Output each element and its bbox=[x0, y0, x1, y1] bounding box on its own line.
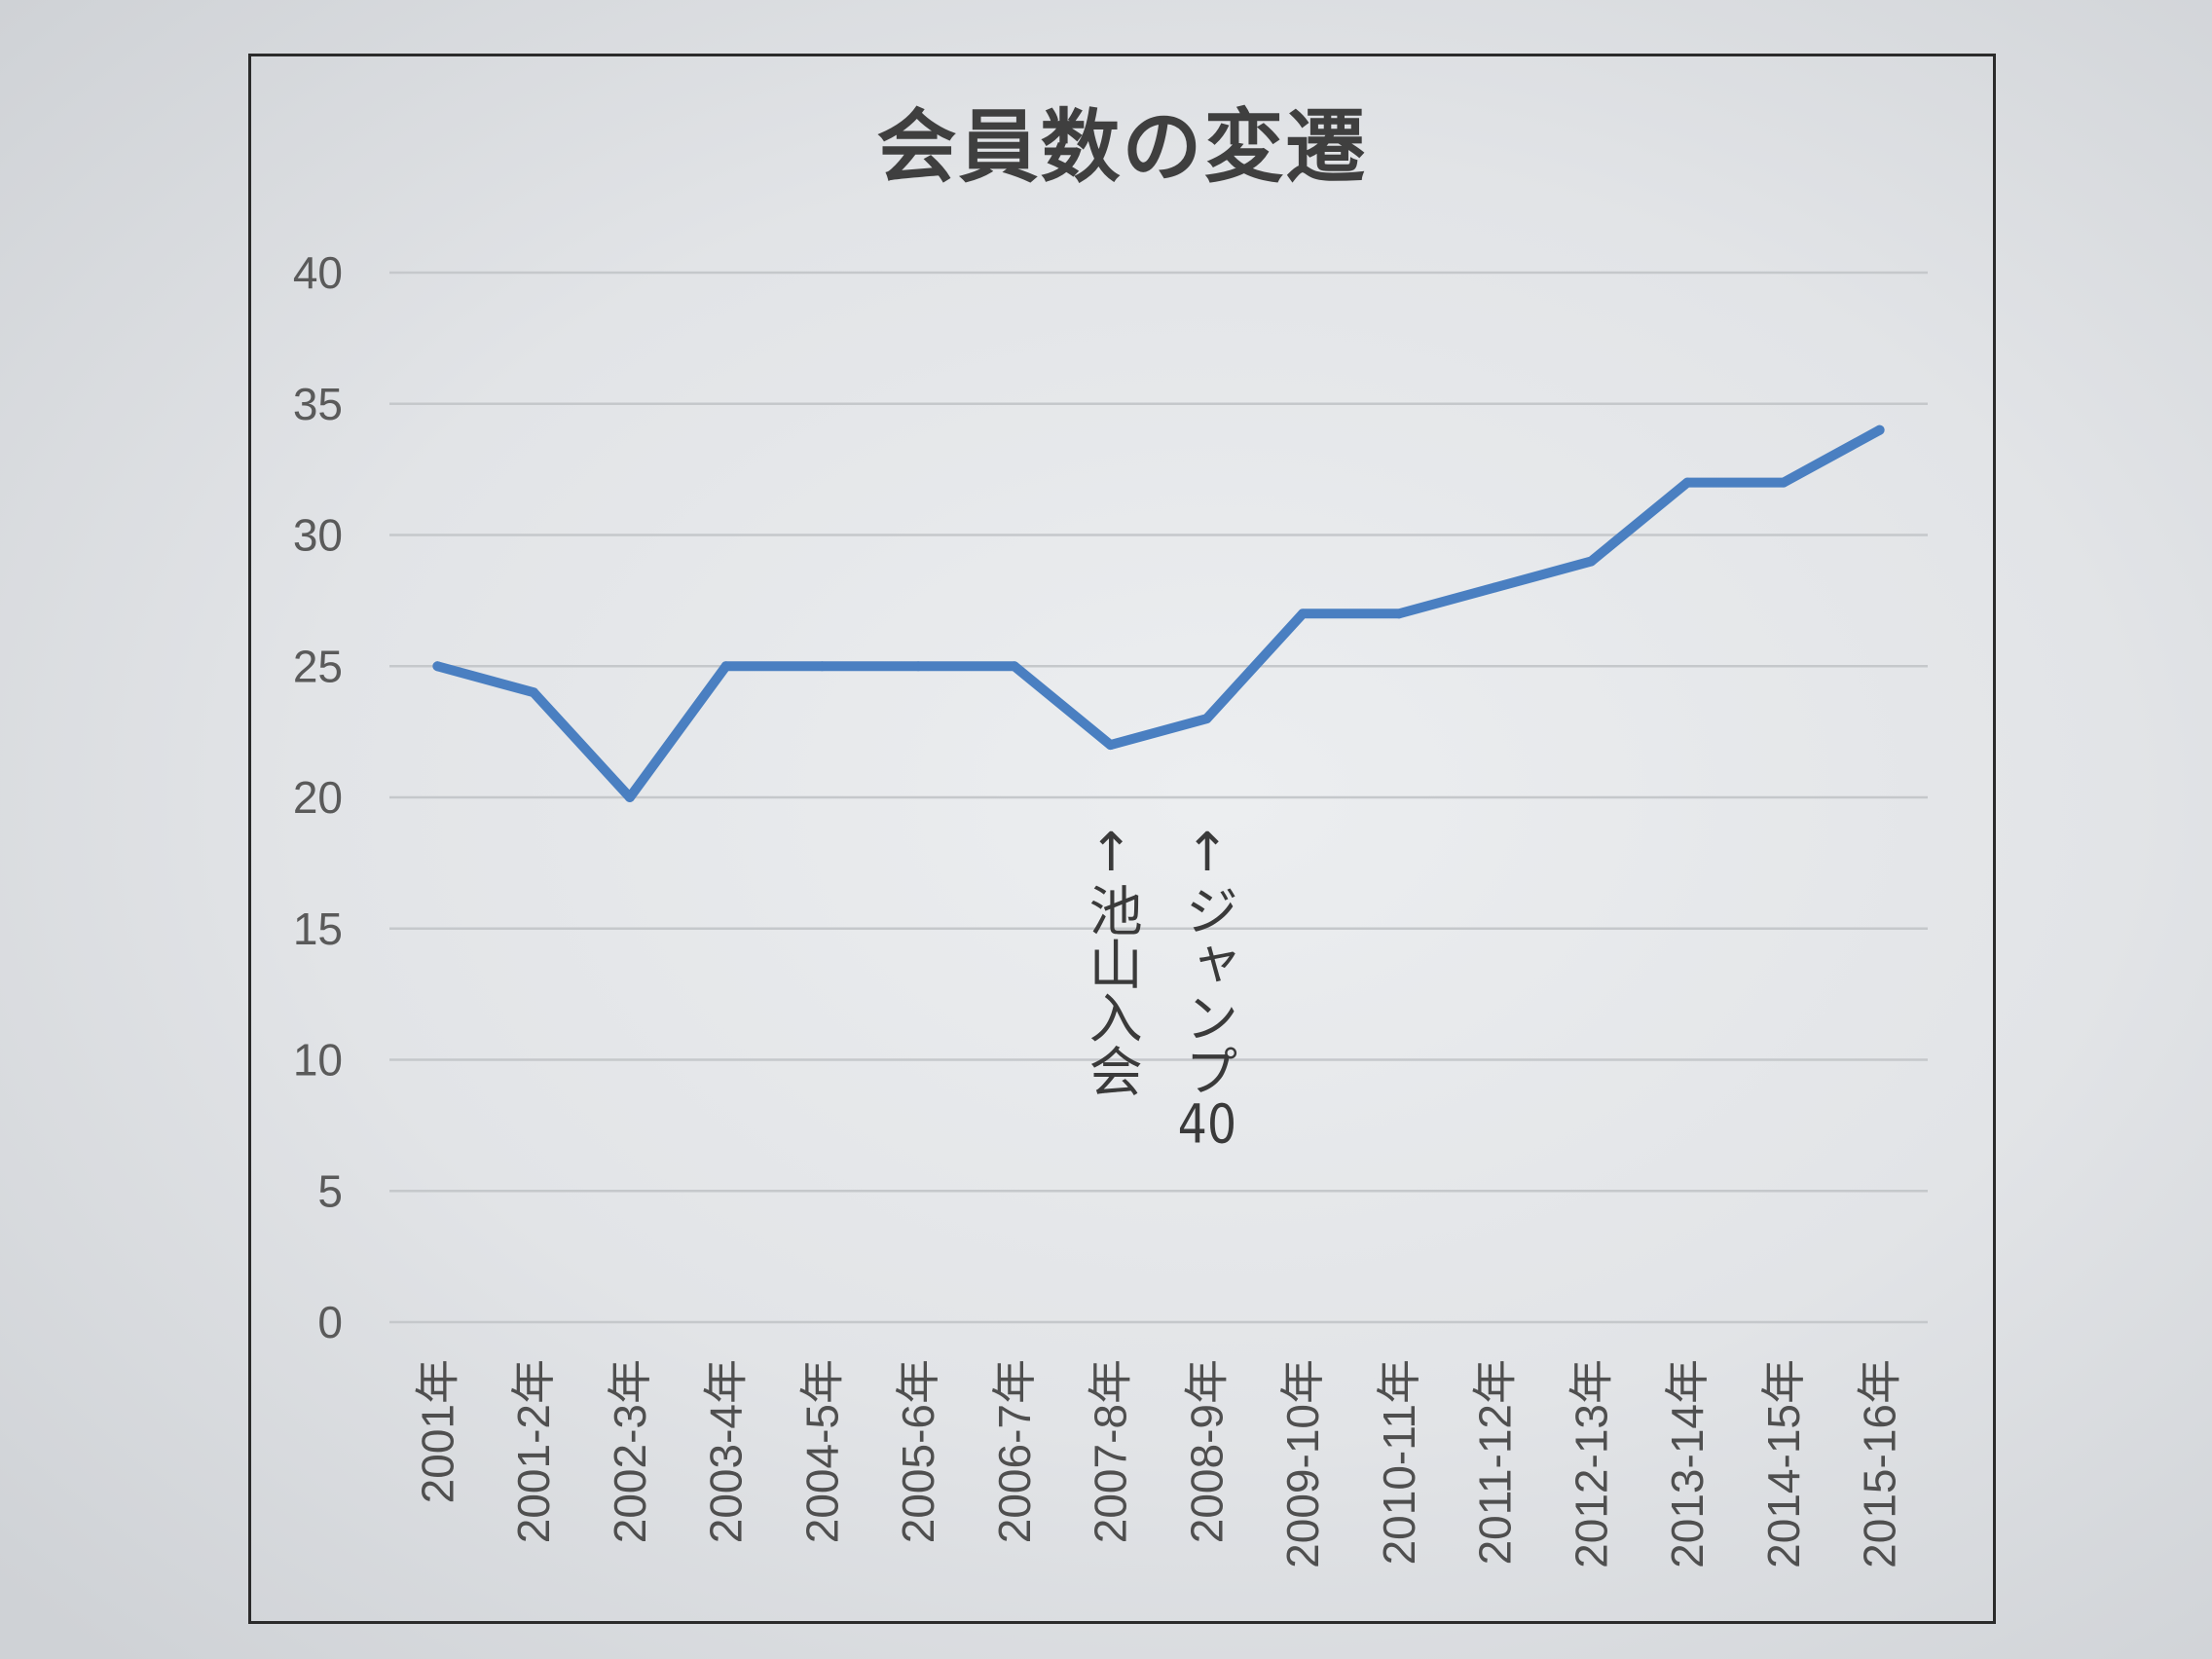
x-tick-label: 2009-10年 bbox=[1277, 1359, 1328, 1568]
data-point bbox=[720, 661, 731, 672]
y-tick-label: 30 bbox=[293, 510, 343, 561]
x-tick-label: 2003-4年 bbox=[701, 1359, 752, 1543]
x-axis-labels: 2001年 2001-2年 2002-3年 2003-4年 2004-5年 2005-6年… bbox=[412, 1359, 1904, 1568]
x-tick-label: 2014-15年 bbox=[1758, 1359, 1809, 1568]
chart-frame bbox=[248, 54, 1996, 1624]
x-tick-label: 2013-14年 bbox=[1662, 1359, 1713, 1568]
y-tick-label: 10 bbox=[293, 1035, 343, 1086]
data-point bbox=[1201, 714, 1212, 724]
y-tick-label: 25 bbox=[293, 641, 343, 691]
y-tick-label: 20 bbox=[293, 772, 343, 823]
y-axis-labels: 0 5 10 15 20 25 30 35 40 bbox=[293, 247, 343, 1347]
data-point bbox=[1490, 582, 1500, 593]
x-tick-label: 2007-8年 bbox=[1086, 1359, 1136, 1543]
x-tick-label: 2012-13年 bbox=[1566, 1359, 1616, 1568]
chart-title: 会員数の変遷 bbox=[876, 101, 1368, 194]
x-tick-label: 2004-5年 bbox=[796, 1359, 847, 1543]
data-point bbox=[529, 687, 539, 698]
data-point bbox=[1009, 661, 1019, 672]
data-point bbox=[624, 793, 635, 802]
series-line bbox=[432, 424, 1885, 802]
annotation: ↑池山入会 bbox=[1080, 821, 1143, 1097]
y-tick-label: 35 bbox=[293, 379, 343, 429]
series-0 bbox=[432, 424, 1885, 802]
x-tick-label: 2002-3年 bbox=[605, 1359, 655, 1543]
data-point bbox=[1393, 608, 1404, 619]
x-tick-label: 2011-12年 bbox=[1470, 1359, 1521, 1565]
data-point bbox=[817, 661, 828, 672]
y-tick-label: 40 bbox=[293, 247, 343, 298]
x-tick-label: 2001年 bbox=[412, 1359, 462, 1503]
data-point bbox=[1586, 556, 1597, 567]
y-tick-label: 5 bbox=[317, 1165, 343, 1216]
data-point bbox=[432, 661, 443, 672]
y-tick-label: 15 bbox=[293, 903, 343, 954]
x-tick-label: 2006-7年 bbox=[989, 1359, 1040, 1543]
data-point bbox=[1874, 424, 1885, 435]
data-point bbox=[1682, 477, 1693, 488]
gridlines bbox=[389, 271, 1928, 1324]
y-tick-label: 0 bbox=[317, 1297, 343, 1347]
x-tick-label: 2010-11年 bbox=[1374, 1359, 1424, 1565]
x-tick-label: 2008-9年 bbox=[1181, 1359, 1232, 1543]
data-point bbox=[1105, 740, 1116, 751]
x-tick-label: 2001-2年 bbox=[508, 1359, 559, 1543]
data-point bbox=[1778, 477, 1788, 488]
data-point bbox=[913, 661, 924, 672]
data-point bbox=[1298, 608, 1309, 619]
x-tick-label: 2005-6年 bbox=[893, 1359, 943, 1543]
x-tick-label: 2015-16年 bbox=[1855, 1359, 1905, 1568]
annotation: ↑ジャンプ40 bbox=[1175, 821, 1238, 1151]
